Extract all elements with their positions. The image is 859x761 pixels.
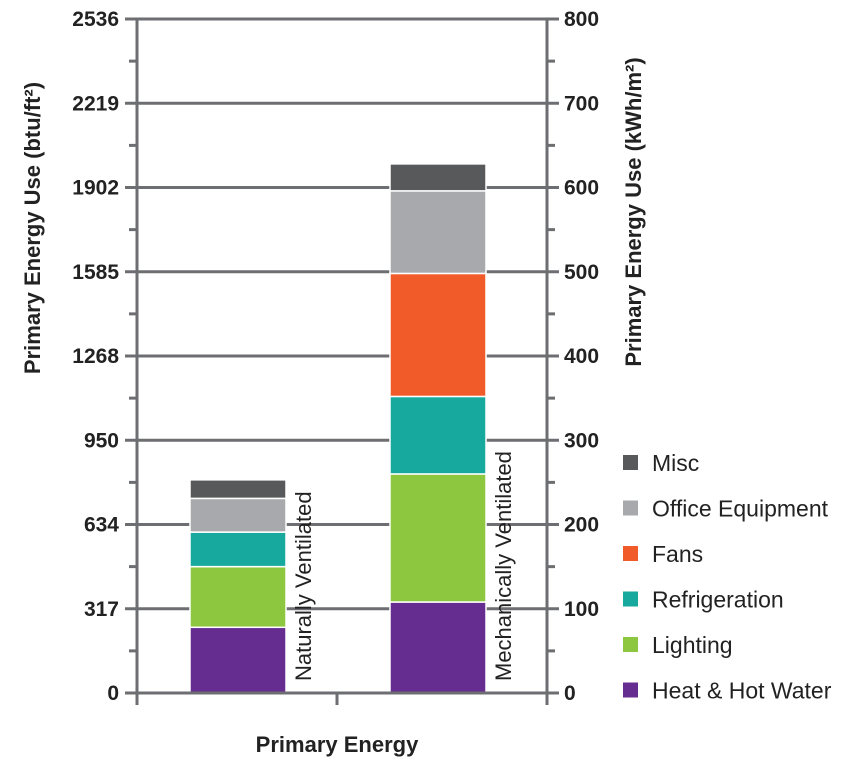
bar-segment-heat-hot-water — [389, 601, 487, 694]
bar-segment-fans — [389, 272, 487, 398]
left-tick-label: 2536 — [72, 8, 119, 31]
legend-label-lighting: Lighting — [652, 632, 733, 658]
legend-swatch-misc — [623, 455, 638, 470]
left-tick-label: 1585 — [72, 261, 119, 284]
legend-swatch-refrigeration — [623, 591, 638, 607]
bar-label-mechanically-ventilated: Mechanically Ventilated — [491, 451, 516, 681]
x-axis-title: Primary Energy — [256, 732, 419, 757]
legend-swatch-heat-hot-water — [623, 682, 638, 698]
legend-swatch-fans — [623, 546, 638, 561]
left-tick-label: 317 — [84, 598, 119, 621]
bar-segment-lighting — [189, 565, 287, 629]
legend-label-heat-hot-water: Heat & Hot Water — [652, 678, 832, 704]
left-tick-label: 1902 — [72, 177, 119, 200]
legend-label-fans: Fans — [652, 541, 703, 567]
bars: Naturally Ventilated Mechanically Ventila… — [189, 163, 516, 694]
legend-swatch-office-equipment — [623, 500, 638, 516]
bar-label-naturally-ventilated: Naturally Ventilated — [291, 491, 316, 681]
legend-swatch-lighting — [623, 637, 638, 652]
bar-segment-refrigeration — [389, 395, 487, 475]
legend: Misc Office Equipment Fans Refrigeration Lig… — [623, 450, 832, 704]
bar-segment-heat-hot-water — [189, 626, 287, 694]
left-tick-label: 2219 — [72, 92, 119, 115]
right-tick-label: 0 — [564, 682, 576, 705]
left-tick-label: 0 — [107, 682, 119, 705]
right-tick-label: 100 — [564, 598, 599, 621]
legend-label-misc: Misc — [652, 450, 699, 476]
legend-label-office-equipment: Office Equipment — [652, 496, 829, 522]
bar-segment-misc — [189, 479, 287, 500]
left-tick-label: 634 — [84, 514, 119, 537]
right-tick-label: 800 — [564, 8, 599, 31]
right-tick-label: 600 — [564, 177, 599, 200]
legend-label-refrigeration: Refrigeration — [652, 587, 784, 613]
bar-segment-misc — [389, 163, 487, 192]
left-axis-title: Primary Energy Use (btu/ft²) — [20, 82, 45, 374]
axes — [125, 17, 559, 705]
right-tick-label: 700 — [564, 92, 599, 115]
right-axis-title: Primary Energy Use (kWh/m²) — [621, 57, 646, 366]
left-tick-label: 1268 — [72, 345, 119, 368]
right-tick-label: 200 — [564, 514, 599, 537]
bar-segment-refrigeration — [189, 531, 287, 568]
bar-segment-office-equipment — [189, 497, 287, 533]
right-tick-label: 300 — [564, 429, 599, 452]
right-tick-label: 500 — [564, 261, 599, 284]
bar-segment-lighting — [389, 473, 487, 603]
right-tick-label: 400 — [564, 345, 599, 368]
bar-segment-office-equipment — [389, 190, 487, 275]
tick-labels: 0 317 634 950 1268 1585 1902 2219 2536 0 100 200 300… — [72, 8, 599, 705]
left-tick-label: 950 — [84, 429, 119, 452]
